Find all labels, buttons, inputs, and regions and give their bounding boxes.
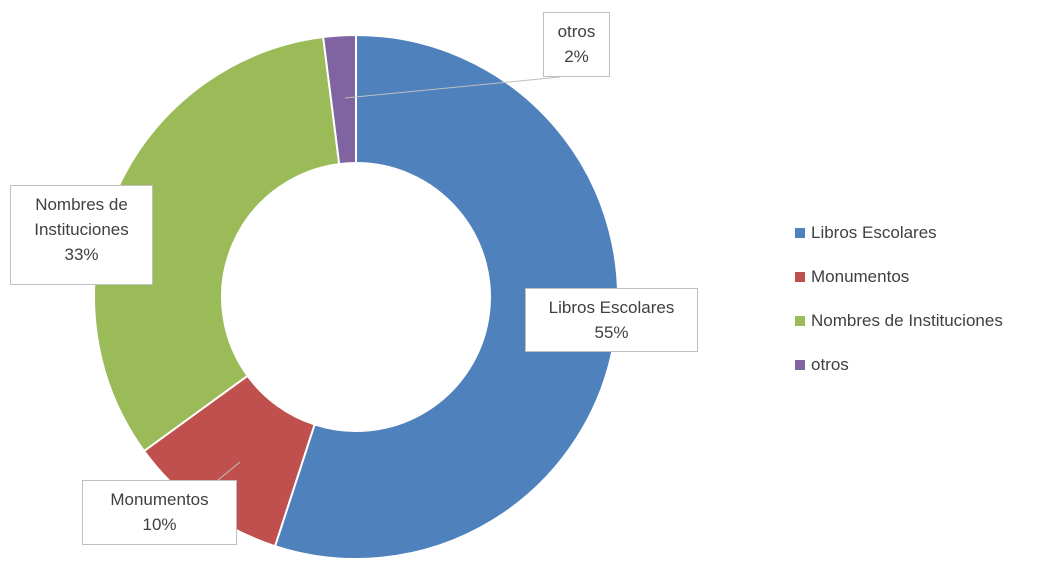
data-label: otros 2% <box>543 12 610 77</box>
legend-swatch <box>795 316 805 326</box>
leader-line <box>344 76 561 99</box>
legend-label: Libros Escolares <box>811 223 937 242</box>
data-label-category: Nombres de Instituciones <box>34 195 129 239</box>
legend-entry: otros <box>795 355 849 375</box>
legend-entry: Nombres de Instituciones <box>795 311 1003 331</box>
data-label-value: 10% <box>142 515 177 534</box>
legend-entry: Monumentos <box>795 267 909 287</box>
data-label-value: 55% <box>594 323 629 342</box>
data-label-category: Monumentos <box>110 490 209 509</box>
data-label: Libros Escolares 55% <box>525 288 698 352</box>
legend-label: Nombres de Instituciones <box>811 311 1003 330</box>
donut-slice <box>322 33 357 166</box>
leader-line <box>217 461 241 481</box>
legend-swatch <box>795 228 805 238</box>
data-label-category: otros <box>557 22 596 41</box>
data-label-value: 2% <box>564 47 589 66</box>
legend-swatch <box>795 272 805 282</box>
legend-label: otros <box>811 355 849 374</box>
data-label-category: Libros Escolares <box>548 298 675 317</box>
data-label: Nombres de Instituciones 33% <box>10 185 153 285</box>
donut-slice <box>273 33 619 560</box>
data-label-value: 33% <box>64 245 99 264</box>
legend-swatch <box>795 360 805 370</box>
data-label: Monumentos 10% <box>82 480 237 545</box>
legend-label: Monumentos <box>811 267 910 286</box>
legend-entry: Libros Escolares <box>795 223 937 243</box>
donut-slice <box>93 35 341 453</box>
